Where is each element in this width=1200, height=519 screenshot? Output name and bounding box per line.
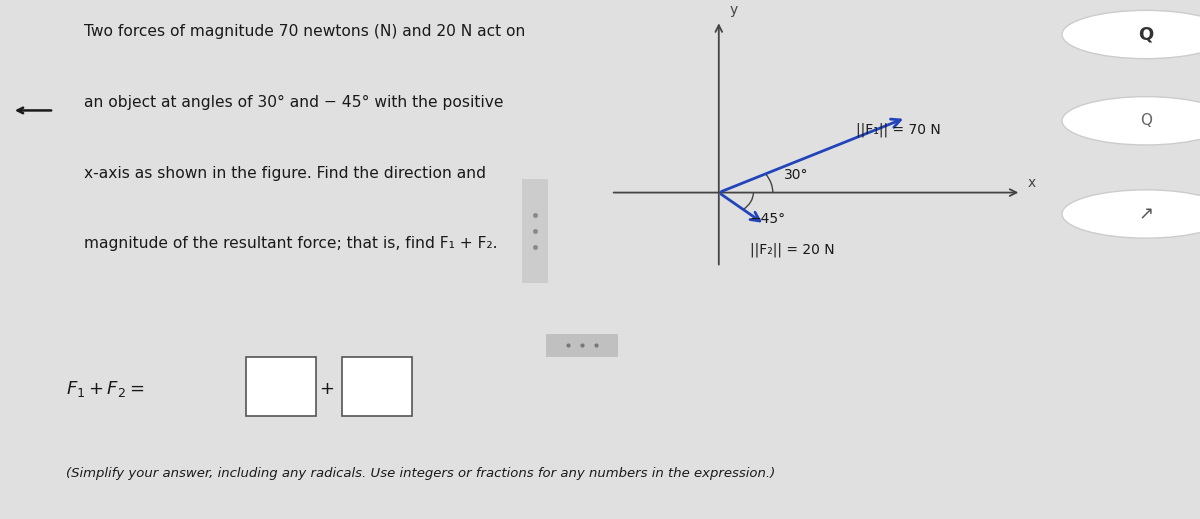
Circle shape bbox=[1062, 10, 1200, 59]
Text: (Simplify your answer, including any radicals. Use integers or fractions for any: (Simplify your answer, including any rad… bbox=[66, 467, 775, 480]
Text: magnitude of the resultant force; that is, find F₁ + F₂.: magnitude of the resultant force; that i… bbox=[84, 237, 498, 251]
FancyBboxPatch shape bbox=[246, 357, 316, 416]
Text: −45°: −45° bbox=[749, 212, 785, 226]
Text: Two forces of magnitude 70 newtons (N) and 20 N act on: Two forces of magnitude 70 newtons (N) a… bbox=[84, 24, 526, 39]
Text: y: y bbox=[730, 4, 738, 18]
FancyBboxPatch shape bbox=[539, 333, 625, 358]
Text: x-axis as shown in the figure. Find the direction and: x-axis as shown in the figure. Find the … bbox=[84, 166, 486, 181]
Text: $F_1 + F_2 =$: $F_1 + F_2 =$ bbox=[66, 378, 144, 399]
Text: x: x bbox=[1027, 175, 1036, 189]
Text: 30°: 30° bbox=[784, 168, 808, 182]
Circle shape bbox=[1062, 190, 1200, 238]
Text: ||F₂|| = 20 N: ||F₂|| = 20 N bbox=[750, 242, 835, 257]
FancyBboxPatch shape bbox=[342, 357, 412, 416]
Text: $\mathbf{j}$: $\mathbf{j}$ bbox=[406, 378, 413, 400]
Text: ||F₁|| = 70 N: ||F₁|| = 70 N bbox=[857, 122, 941, 137]
Text: Q: Q bbox=[1139, 25, 1153, 44]
FancyBboxPatch shape bbox=[521, 169, 550, 293]
Text: an object at angles of 30° and − 45° with the positive: an object at angles of 30° and − 45° wit… bbox=[84, 95, 504, 110]
Circle shape bbox=[1062, 97, 1200, 145]
Text: ↗: ↗ bbox=[1139, 205, 1153, 223]
Text: Q: Q bbox=[1140, 113, 1152, 128]
Text: $\mathbf{i}+$: $\mathbf{i}+$ bbox=[310, 379, 335, 398]
